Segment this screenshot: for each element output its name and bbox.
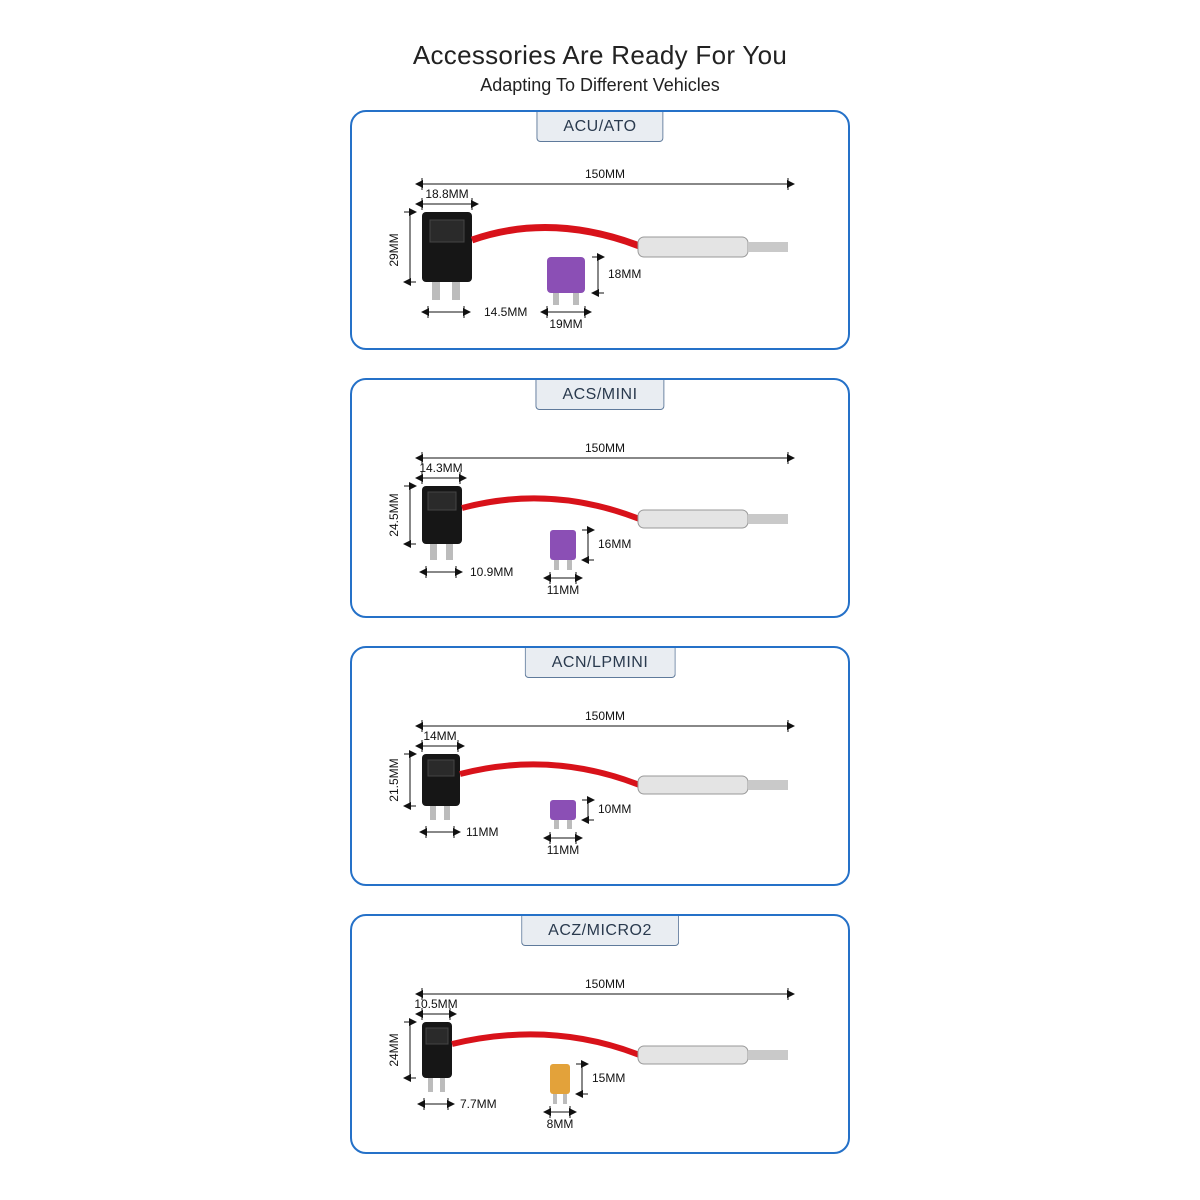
svg-text:14MM: 14MM [423, 729, 456, 743]
diagram-acn-lpmini: 150MM 14MM 21.5MM 11MM 10MM 11MM [352, 648, 850, 886]
svg-text:16MM: 16MM [598, 537, 631, 551]
svg-text:11MM: 11MM [547, 583, 579, 597]
svg-text:24.5MM: 24.5MM [387, 493, 401, 536]
card-acz-micro2: ACZ/MICRO2 150MM 10.5MM 24MM 7.7MM 15MM [350, 914, 850, 1154]
svg-text:10MM: 10MM [598, 802, 631, 816]
svg-text:14.3MM: 14.3MM [419, 461, 462, 475]
card-acn-lpmini: ACN/LPMINI 150MM 14MM 21.5MM 11MM 10MM [350, 646, 850, 886]
diagram-acu-ato: 150MM 18.8MM 29MM 14.5MM 18MM [352, 112, 850, 350]
svg-text:8MM: 8MM [547, 1117, 574, 1131]
page-title: Accessories Are Ready For You [413, 40, 787, 71]
svg-text:18.8MM: 18.8MM [425, 187, 468, 201]
svg-text:150MM: 150MM [585, 709, 625, 723]
svg-text:21.5MM: 21.5MM [387, 758, 401, 801]
svg-text:15MM: 15MM [592, 1071, 625, 1085]
diagram-acz-micro2: 150MM 10.5MM 24MM 7.7MM 15MM 8MM [352, 916, 850, 1154]
svg-text:11MM: 11MM [466, 825, 498, 839]
svg-text:150MM: 150MM [585, 977, 625, 991]
svg-text:10.9MM: 10.9MM [470, 565, 513, 579]
svg-text:29MM: 29MM [387, 233, 401, 266]
svg-text:14.5MM: 14.5MM [484, 305, 527, 319]
svg-text:19MM: 19MM [549, 317, 582, 331]
fuse-icon [547, 257, 585, 293]
svg-text:18MM: 18MM [608, 267, 641, 281]
svg-text:150MM: 150MM [585, 441, 625, 455]
svg-text:11MM: 11MM [547, 843, 579, 857]
svg-text:150MM: 150MM [585, 167, 625, 181]
card-acu-ato: ACU/ATO 150MM 18.8MM 29MM 14.5MM [350, 110, 850, 350]
svg-text:7.7MM: 7.7MM [460, 1097, 497, 1111]
diagram-acs-mini: 150MM 14.3MM 24.5MM 10.9MM 16MM 11MM [352, 380, 850, 618]
svg-text:24MM: 24MM [387, 1033, 401, 1066]
card-acs-mini: ACS/MINI 150MM 14.3MM 24.5MM 10.9MM 16MM [350, 378, 850, 618]
svg-text:10.5MM: 10.5MM [414, 997, 457, 1011]
page-subtitle: Adapting To Different Vehicles [480, 75, 720, 96]
